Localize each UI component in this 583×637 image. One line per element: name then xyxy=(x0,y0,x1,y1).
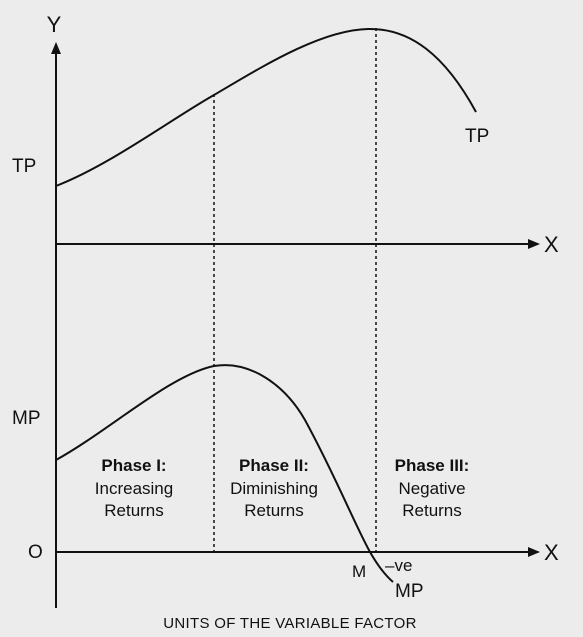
phase-3-line2: Returns xyxy=(402,501,462,520)
phase-1-line2: Returns xyxy=(104,501,164,520)
tp-curve-label: TP xyxy=(465,126,489,147)
tp-curve xyxy=(55,27,477,187)
origin-label: O xyxy=(28,542,43,563)
tp-axis-label: TP xyxy=(12,156,36,177)
mp-curve-label: MP xyxy=(395,581,424,602)
phase-3-title: Phase III: xyxy=(395,456,470,475)
mp-axis-label: MP xyxy=(12,408,41,429)
x-axis-bottom-label: X xyxy=(544,540,559,565)
x-axis-caption: UNITS OF THE VARIABLE FACTOR xyxy=(163,615,416,632)
negative-marginal-label: –ve xyxy=(385,556,412,575)
phase-2-title: Phase II: xyxy=(239,456,309,475)
phase-2-line1: Diminishing xyxy=(230,479,318,498)
phase-1-line1: Increasing xyxy=(95,479,173,498)
phase-3-line1: Negative xyxy=(398,479,465,498)
y-axis-label: Y xyxy=(47,12,62,37)
zero-point-label: M xyxy=(352,562,366,581)
x-axis-top-label: X xyxy=(544,232,559,257)
phase-1-title: Phase I: xyxy=(101,456,166,475)
phase-2-line2: Returns xyxy=(244,501,304,520)
mp-curve xyxy=(55,364,394,583)
